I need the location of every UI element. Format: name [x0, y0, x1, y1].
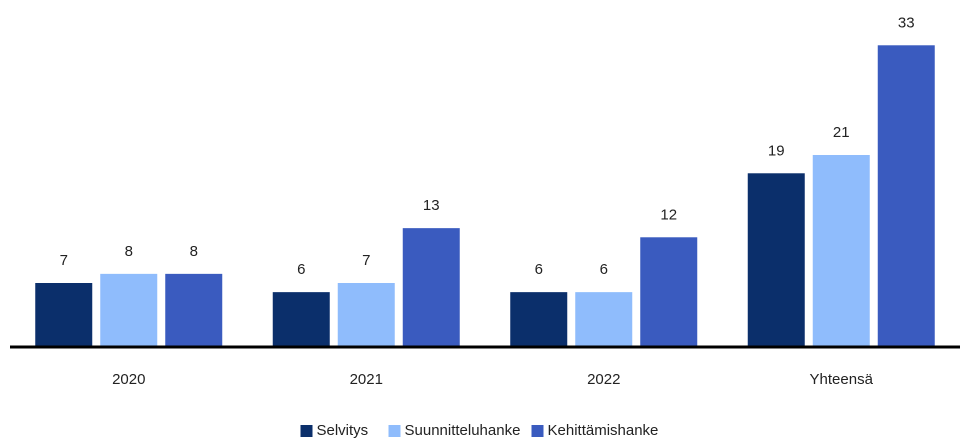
value-label: 21 — [833, 124, 850, 141]
bar — [402, 228, 460, 347]
value-label: 33 — [898, 14, 915, 31]
bar — [812, 155, 870, 347]
bar — [510, 292, 568, 347]
bar — [272, 292, 330, 347]
legend-label: Suunnitteluhanke — [405, 422, 521, 439]
legend-swatch — [388, 425, 401, 437]
bar — [640, 237, 698, 347]
x-tick-label: 2021 — [350, 371, 383, 388]
value-label: 6 — [600, 261, 608, 278]
value-label: 6 — [535, 261, 543, 278]
value-label: 8 — [125, 243, 133, 260]
value-label: 7 — [60, 252, 68, 269]
bar — [165, 273, 223, 347]
bar — [100, 273, 158, 347]
legend-swatch — [531, 425, 544, 437]
bar — [747, 173, 805, 347]
value-label: 13 — [423, 197, 440, 214]
bar — [575, 292, 633, 347]
bar — [337, 283, 395, 347]
legend-label: Kehittämishanke — [548, 422, 659, 439]
value-label: 6 — [297, 261, 305, 278]
value-label: 19 — [768, 142, 785, 159]
value-label: 8 — [190, 243, 198, 260]
legend-label: Selvitys — [317, 422, 369, 439]
bar — [877, 45, 935, 348]
legend-swatch — [300, 425, 313, 437]
bar — [35, 283, 93, 347]
x-tick-label: 2022 — [587, 371, 620, 388]
x-tick-label: 2020 — [112, 371, 145, 388]
value-label: 7 — [362, 252, 370, 269]
value-label: 12 — [660, 206, 677, 223]
x-tick-label: Yhteensä — [810, 371, 874, 388]
